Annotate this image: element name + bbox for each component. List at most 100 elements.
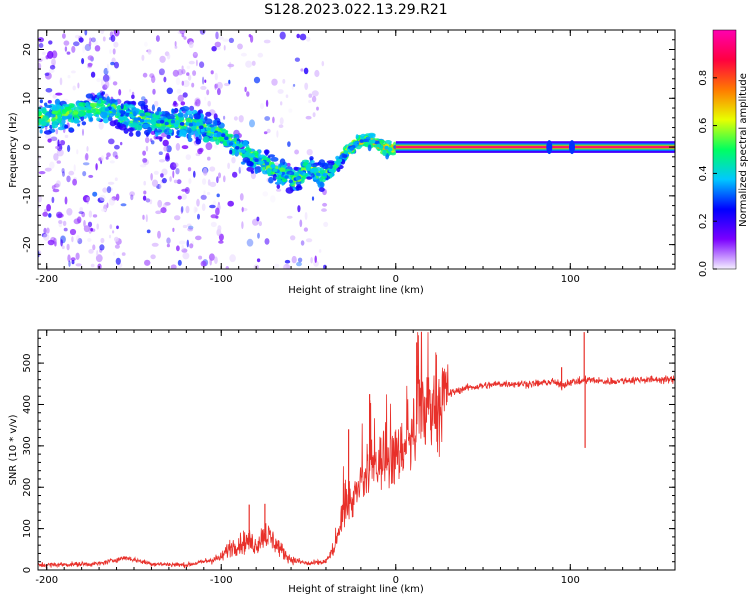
spectrogram-noise-blob [157, 230, 161, 239]
spectrogram-ridge-blob [242, 154, 251, 158]
spectrogram-noise-blob [106, 186, 112, 194]
spectrogram-noise-blob [61, 168, 65, 174]
x-tick-label: 0 [393, 575, 399, 586]
spectrogram-core-blob [353, 141, 358, 146]
spectrogram-noise-blob [154, 100, 159, 107]
spectrogram-noise-blob [69, 228, 77, 236]
colorbar-tick-label: 0.4 [698, 165, 709, 181]
spectrogram-noise-blob [304, 212, 308, 220]
y-tick-label: 0 [22, 144, 33, 150]
spectrogram-y-label: Frequency (Hz) [8, 112, 19, 188]
spectrogram-ridge-blob [142, 123, 150, 129]
spectrogram-noise-blob [204, 79, 207, 83]
spectrogram-noise-blob [49, 91, 52, 96]
spectrogram-core-blob [112, 109, 117, 113]
spectrogram-noise-blob [78, 37, 84, 43]
spectrogram-ridge-blob [206, 132, 212, 136]
spectrogram-noise-blob [98, 121, 104, 130]
spectrogram-noise-blob [84, 30, 88, 36]
spectrogram-core-blob [159, 120, 165, 124]
spectrogram-ridge-blob [73, 117, 80, 124]
spectrogram-core-blob [328, 168, 333, 173]
spectrogram-ridge-blob [278, 167, 286, 173]
spectrogram-noise-blob [146, 229, 151, 234]
spectrogram-noise-blob [153, 170, 159, 175]
x-tick-label: -200 [35, 274, 58, 285]
spectrogram-noise-blob [160, 173, 164, 178]
spectrogram-noise-blob [131, 91, 135, 96]
spectrogram-noise-blob [182, 224, 188, 229]
spectrogram-noise-blob [312, 112, 316, 118]
spectrogram-core-blob [299, 170, 304, 175]
spectrogram-core-blob [146, 119, 152, 123]
spectrogram-noise-blob [214, 41, 221, 48]
spectrogram-noise-blob [60, 239, 63, 247]
spectrogram-noise-blob [264, 116, 271, 121]
spectrogram-noise-blob [73, 218, 81, 225]
spectrogram-ridge-blob [181, 145, 189, 150]
spectrogram-ridge-blob [55, 92, 63, 96]
spectrogram-ridge-blob [39, 129, 43, 134]
spectrogram-noise-blob [187, 227, 194, 232]
spectrogram-noise-blob [92, 214, 98, 218]
spectrogram-noise-blob [45, 88, 53, 93]
spectrogram-ridge-blob [173, 108, 179, 113]
spectrogram-ridge-blob [150, 125, 156, 131]
spectrogram-core-blob [343, 154, 348, 158]
spectrogram-noise-blob [197, 213, 200, 220]
spectrogram-ridge-blob [276, 179, 282, 183]
spectrogram-noise-blob [240, 52, 247, 57]
spectrogram-ridge-blob [270, 157, 279, 162]
spectrogram-noise-blob [75, 263, 82, 267]
spectrogram-noise-blob [151, 242, 159, 247]
spectrogram-noise-blob [82, 128, 84, 136]
spectrogram-noise-blob [87, 55, 94, 61]
spectrogram-noise-blob [76, 234, 80, 242]
spectrogram-noise-blob [129, 191, 135, 197]
spectrogram-noise-blob [74, 34, 81, 39]
spectrogram-ridge-blob [155, 136, 163, 140]
spectrogram-noise-blob [172, 227, 175, 232]
spectrogram-noise-blob [64, 46, 68, 52]
spectrogram-noise-blob [303, 227, 308, 232]
spectrogram-core-blob [284, 175, 289, 179]
spectrogram-noise-blob [55, 146, 60, 149]
spectrogram-noise-blob [38, 62, 42, 70]
spectrogram-noise-blob [44, 72, 50, 77]
spectrogram-noise-blob [321, 208, 327, 212]
spectrogram-noise-blob [177, 259, 182, 266]
spectrogram-noise-blob [142, 158, 148, 163]
spectrogram-noise-blob [42, 211, 48, 217]
spectrogram-noise-blob [130, 194, 134, 201]
spectrogram-core-blob [244, 152, 249, 156]
spectrogram-noise-blob [164, 201, 171, 206]
spectrogram-noise-blob [101, 78, 104, 87]
spectrogram-core-blob [349, 147, 354, 151]
spectrogram-core-blob [322, 173, 327, 177]
spectrogram-ridge-blob [335, 155, 340, 160]
spectrogram-noise-blob [110, 61, 115, 66]
y-tick-label: 20 [22, 43, 33, 56]
spectrogram-noise-blob [215, 31, 219, 40]
spectrogram-noise-blob [172, 170, 175, 179]
spectrogram-noise-blob [120, 203, 127, 207]
spectrogram-ridge-blob [78, 110, 85, 117]
spectrogram-noise-blob [89, 37, 92, 42]
spectrogram-ridge-blob [41, 108, 47, 115]
spectrogram-ridge-blob [62, 117, 66, 121]
spectrogram-noise-blob [88, 174, 94, 178]
spectrogram-noise-blob [54, 183, 60, 188]
spectrogram-noise-blob [145, 198, 151, 203]
spectrogram-noise-blob [257, 232, 260, 239]
spectrogram-noise-blob [323, 221, 329, 227]
spectrogram-noise-blob [115, 257, 121, 265]
spectrogram-ridge-blob [226, 133, 234, 138]
spectrogram-noise-blob [285, 94, 289, 98]
spectrogram-noise-blob [290, 235, 296, 241]
spectrogram-noise-blob [88, 249, 94, 254]
spectrogram-ridge-blob [155, 111, 160, 116]
spectrogram-noise-blob [210, 214, 218, 219]
colorbar-tick-label: 0.0 [698, 261, 709, 277]
